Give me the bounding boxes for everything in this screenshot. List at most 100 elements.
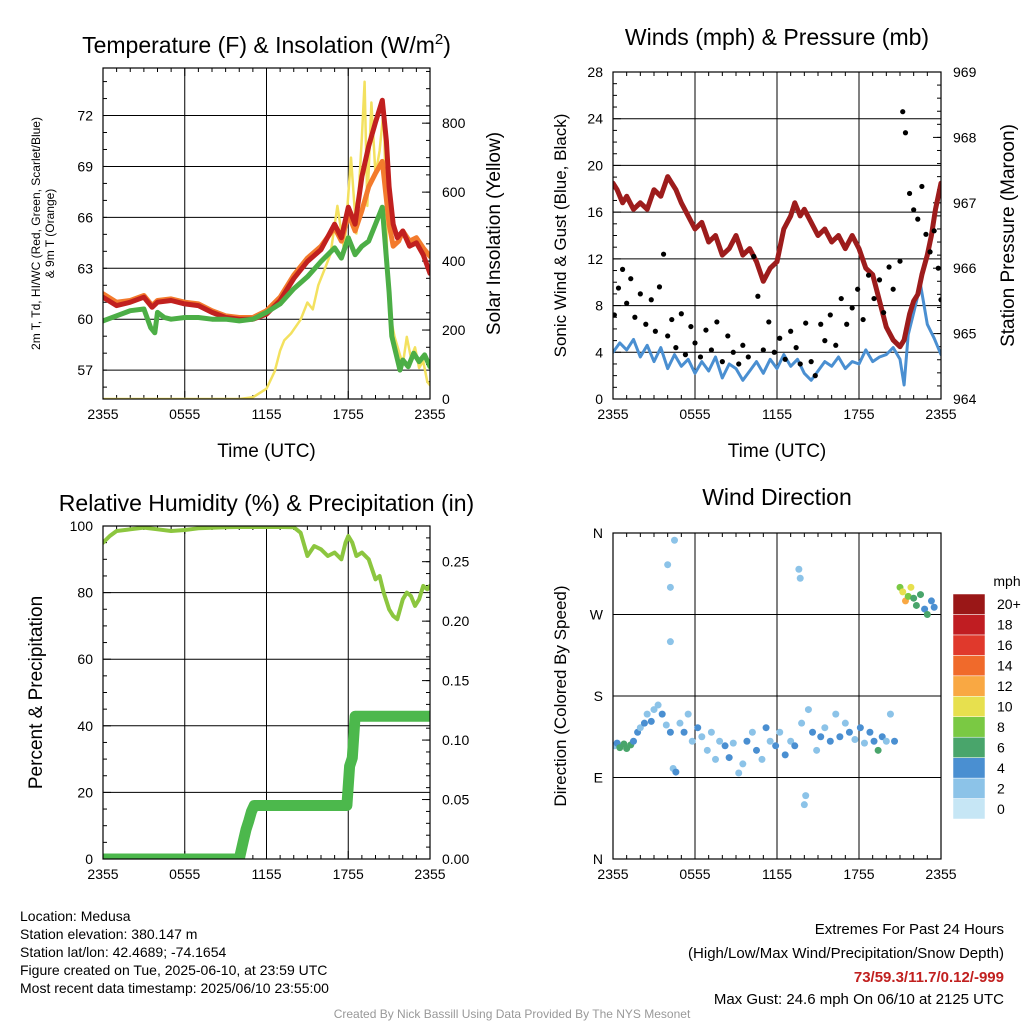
- plot-data: [613, 536, 938, 809]
- y2-tick-label: 969: [953, 64, 977, 80]
- gust-point: [760, 347, 766, 353]
- direction-point: [636, 724, 644, 732]
- x-axis-label: Time (UTC): [728, 441, 827, 462]
- x-tick-label: 2355: [414, 866, 445, 882]
- gust-point: [902, 130, 909, 136]
- colorbar-swatch: [952, 614, 986, 636]
- title-end: ): [443, 32, 451, 58]
- gust-point: [648, 297, 654, 303]
- direction-point: [845, 728, 853, 736]
- direction-point: [712, 755, 719, 763]
- direction-point: [684, 710, 692, 718]
- direction-point: [804, 706, 812, 714]
- gust-point: [818, 321, 824, 327]
- direction-point: [698, 733, 706, 741]
- panel-title: Relative Humidity (%) & Precipitation (i…: [59, 490, 474, 516]
- direction-point: [787, 737, 795, 745]
- y-tick-label: 20: [587, 157, 603, 173]
- direction-point: [640, 719, 648, 727]
- direction-point: [671, 536, 678, 544]
- gust-point: [719, 359, 725, 365]
- y-tick-label: E: [594, 770, 603, 786]
- gust-point: [660, 251, 667, 257]
- x-tick-label: 2355: [597, 406, 628, 422]
- gust-point: [871, 295, 877, 302]
- x-tick-label: 0555: [169, 866, 200, 882]
- gust-point: [876, 277, 883, 283]
- gust-point: [833, 342, 839, 348]
- gust-point: [935, 265, 941, 271]
- direction-point: [654, 701, 662, 709]
- credit-footer: Created By Nick Bassill Using Data Provi…: [333, 1007, 691, 1021]
- y2-tick-label: 0.25: [442, 554, 469, 570]
- plot-frame: [612, 71, 942, 400]
- x-tick-label: 2355: [87, 866, 118, 882]
- colorbar-label: 0: [997, 801, 1005, 817]
- gust-point: [697, 354, 704, 360]
- figure-created: Figure created on Tue, 2025-06-10, at 23…: [20, 962, 328, 978]
- x-tick-label: 0555: [169, 406, 200, 422]
- station-location: Location: Medusa: [20, 908, 131, 924]
- y2-tick-label: 0.10: [442, 732, 469, 748]
- plot-frame: [612, 532, 942, 860]
- y-tick-label: 40: [77, 718, 93, 734]
- extremes-panel: Extremes For Past 24 Hours (High/Low/Max…: [688, 918, 1004, 1010]
- direction-point: [851, 735, 859, 743]
- gust-point: [822, 338, 828, 344]
- direction-point: [800, 801, 808, 809]
- gust-point: [900, 109, 906, 115]
- direction-point: [907, 583, 915, 591]
- colorbar-label: 18: [997, 617, 1013, 633]
- y2-tick-label: 967: [953, 195, 977, 211]
- gust-point: [730, 349, 736, 355]
- y2-tick-label: 600: [442, 184, 466, 200]
- direction-point: [762, 724, 770, 732]
- direction-point: [650, 706, 658, 714]
- gust-point: [844, 321, 850, 327]
- gust-point: [740, 342, 746, 348]
- series-dewpoint: [103, 204, 430, 373]
- direction-point: [899, 588, 907, 596]
- colorbar-swatch: [952, 593, 986, 615]
- gust-point: [725, 333, 731, 339]
- y-axis-label: & 9m T (Orange): [43, 189, 57, 279]
- y-tick-label: 28: [587, 64, 603, 80]
- plot-data: [613, 109, 941, 387]
- y-tick-label: 0: [85, 851, 93, 867]
- gust-point: [665, 333, 671, 339]
- gust-point: [849, 305, 855, 311]
- y-tick-label: 16: [587, 204, 603, 220]
- x-tick-label: 2355: [597, 866, 628, 882]
- y-tick-label: 24: [587, 111, 603, 127]
- y2-tick-label: 965: [953, 326, 977, 342]
- y-tick-label: N: [593, 525, 603, 541]
- x-tick-label: 1755: [333, 406, 364, 422]
- direction-point: [802, 792, 810, 800]
- direction-point: [694, 724, 702, 732]
- direction-point: [910, 594, 918, 602]
- station-info: Location: Medusa Station elevation: 380.…: [20, 907, 329, 997]
- direction-point: [826, 737, 834, 745]
- direction-point: [791, 742, 799, 750]
- direction-point: [860, 739, 868, 747]
- plot-data: [103, 80, 430, 399]
- plot-data: [103, 526, 430, 859]
- gust-point: [881, 309, 887, 316]
- gust-point: [755, 293, 761, 299]
- gust-point: [865, 272, 872, 278]
- direction-point: [725, 754, 733, 762]
- y-tick-label: W: [590, 607, 604, 623]
- gust-point: [906, 190, 913, 197]
- y-axis-label: 2m T, Td, HI/WC (Red, Green, Scarlet/Blu…: [29, 117, 43, 350]
- colorbar-label: 14: [997, 658, 1013, 674]
- gust-point: [745, 354, 751, 360]
- gust-point: [682, 352, 689, 358]
- extremes-subtitle: (High/Low/Max Wind/Precipitation/Snow De…: [688, 945, 1004, 962]
- gust-point: [669, 316, 675, 323]
- direction-point: [630, 737, 637, 745]
- direction-point: [666, 583, 674, 591]
- y-tick-label: N: [593, 851, 603, 867]
- direction-point: [666, 638, 674, 646]
- direction-point: [923, 611, 931, 618]
- colorbar-swatch: [952, 696, 986, 717]
